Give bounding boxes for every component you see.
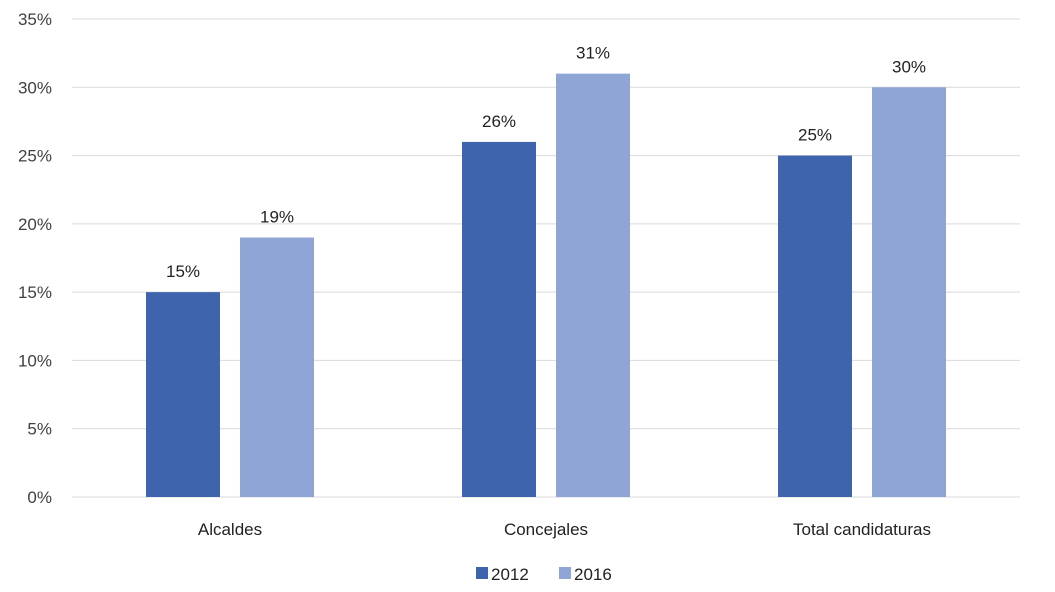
y-tick-label: 10% (18, 351, 52, 370)
data-labels: 15% 19% 26% 31% 25% 30% (166, 44, 926, 282)
x-category-label: Concejales (504, 520, 588, 539)
legend-swatch (476, 567, 488, 579)
y-tick-label: 0% (27, 488, 52, 507)
legend: 2012 2016 (476, 565, 612, 584)
bar-2012 (462, 141, 536, 497)
data-label: 31% (576, 44, 610, 63)
legend-swatch (559, 567, 571, 579)
y-tick-label: 15% (18, 283, 52, 302)
x-axis-category-labels: Alcaldes Concejales Total candidaturas (198, 520, 931, 539)
bar-2016 (240, 237, 314, 497)
y-tick-label: 25% (18, 147, 52, 166)
legend-item-2012: 2012 (476, 565, 529, 584)
data-label: 15% (166, 262, 200, 281)
x-category-label: Alcaldes (198, 520, 262, 539)
bars (146, 73, 946, 498)
y-tick-label: 35% (18, 10, 52, 29)
data-label: 26% (482, 112, 516, 131)
legend-item-2016: 2016 (559, 565, 612, 584)
gridlines (72, 18, 1020, 498)
legend-label: 2012 (491, 565, 529, 584)
data-label: 30% (892, 57, 926, 76)
legend-label: 2016 (574, 565, 612, 584)
data-label: 25% (798, 126, 832, 145)
bar-2012 (146, 292, 220, 497)
y-tick-label: 30% (18, 78, 52, 97)
y-tick-label: 20% (18, 215, 52, 234)
bar-2016 (872, 87, 946, 498)
y-axis-tick-labels: 0% 5% 10% 15% 20% 25% 30% 35% (18, 10, 52, 507)
y-tick-label: 5% (27, 420, 52, 439)
bar-2016 (556, 73, 630, 497)
x-category-label: Total candidaturas (793, 520, 931, 539)
bar-2012 (778, 155, 852, 498)
data-label: 19% (260, 208, 294, 227)
